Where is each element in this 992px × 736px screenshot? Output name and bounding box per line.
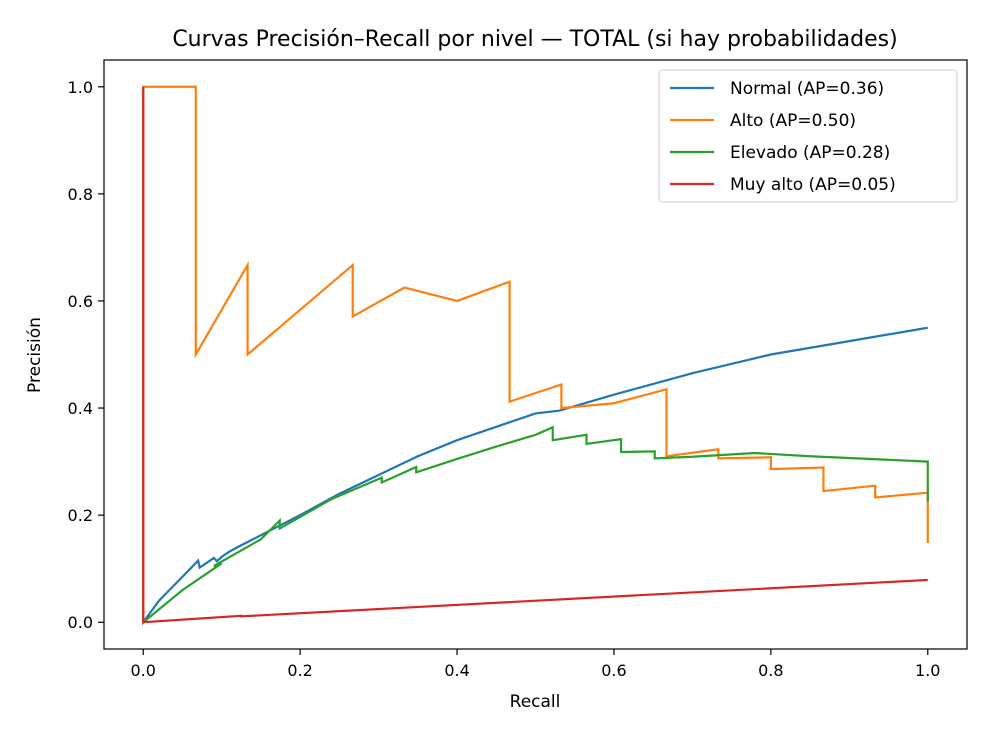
y-tick-label: 0.8 <box>68 185 93 204</box>
x-tick-label: 0.2 <box>287 661 312 680</box>
y-tick-label: 0.6 <box>68 292 93 311</box>
x-axis-label: Recall <box>510 692 561 712</box>
x-tick-label: 0.4 <box>444 661 469 680</box>
plot-area <box>103 59 968 650</box>
x-axis: 0.0 0.2 0.4 0.6 0.8 1.0 <box>131 649 940 680</box>
legend-label-1: Alto (AP=0.50) <box>730 111 856 131</box>
x-tick-label: 0.8 <box>758 661 783 680</box>
x-tick-label: 1.0 <box>915 661 940 680</box>
x-tick-label: 0.0 <box>131 661 156 680</box>
y-tick-label: 1.0 <box>68 78 93 97</box>
y-axis: 0.0 0.2 0.4 0.6 0.8 1.0 <box>68 78 104 632</box>
legend-label-2: Elevado (AP=0.28) <box>730 143 890 163</box>
series-layer <box>142 85 929 626</box>
series-line-2 <box>142 425 929 624</box>
plot-frame <box>103 59 968 650</box>
y-tick-label: 0.0 <box>68 613 93 632</box>
legend-label-3: Muy alto (AP=0.05) <box>730 175 896 195</box>
legend-box <box>658 69 958 203</box>
x-tick-label: 0.6 <box>601 661 626 680</box>
y-axis-label: Precisión <box>25 317 45 393</box>
legend: Normal (AP=0.36) Alto (AP=0.50) Elevado (A… <box>658 69 958 203</box>
series-line-1 <box>142 85 929 623</box>
series-line-0 <box>142 86 928 626</box>
chart-title: Curvas Precisión–Recall por nivel — TOTA… <box>172 27 897 52</box>
legend-items: Normal (AP=0.36) Alto (AP=0.50) Elevado (A… <box>670 79 896 195</box>
legend-label-0: Normal (AP=0.36) <box>730 79 884 99</box>
series-line-3 <box>142 86 928 624</box>
y-tick-label: 0.2 <box>68 506 93 525</box>
y-tick-label: 0.4 <box>68 399 93 418</box>
